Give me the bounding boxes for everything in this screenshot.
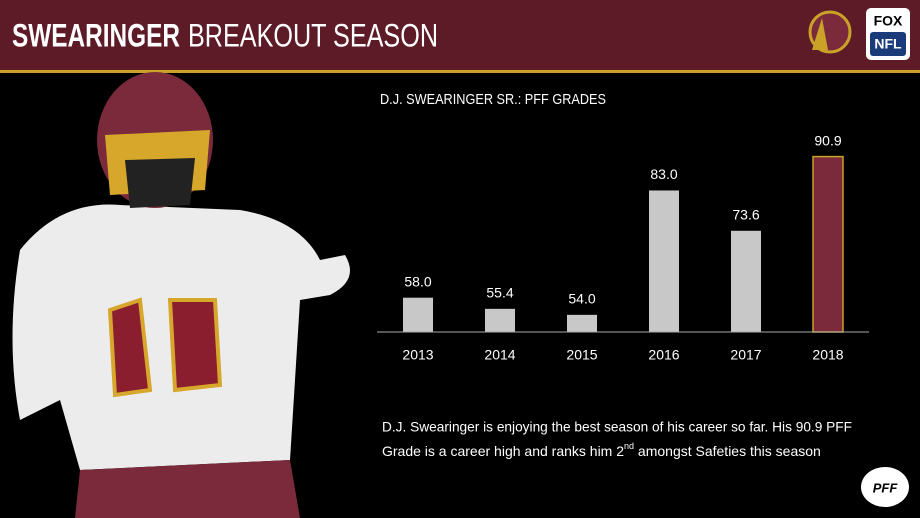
x-tick-label: 2017 [730, 347, 761, 363]
annotation: D.J. Swearinger is enjoying the best sea… [382, 419, 852, 435]
footer-logo: PFF [873, 480, 899, 495]
value-label: 55.4 [486, 285, 513, 301]
footer-logo-badge [861, 467, 909, 507]
annotation-superscript: nd [624, 441, 634, 451]
player-illustration [12, 72, 350, 518]
bar [567, 314, 597, 332]
team-logo [808, 10, 852, 54]
x-tick-label: 2014 [484, 347, 515, 363]
annotation: Grade is a career high and ranks him 2nd… [382, 441, 821, 458]
chart-title: D.J. SWEARINGER SR.: PFF GRADES [380, 91, 606, 108]
bar [649, 190, 679, 332]
bar [485, 308, 515, 332]
x-tick-label: 2013 [402, 347, 433, 363]
value-label: 54.0 [568, 291, 595, 307]
value-label: 90.9 [814, 132, 841, 148]
x-tick-label: 2018 [812, 347, 843, 363]
logo-text: NFL [874, 36, 902, 52]
x-tick-label: 2016 [648, 347, 679, 363]
annotation-part: Grade is a career high and ranks him 2 [382, 443, 624, 459]
annotation-part: amongst Safeties this season [634, 443, 821, 459]
header-rule [0, 70, 920, 73]
header-bar [0, 0, 920, 70]
value-label: 73.6 [732, 206, 759, 222]
logo-text: FOX [874, 13, 903, 29]
x-tick-label: 2015 [566, 347, 597, 363]
logo-badge [870, 32, 906, 56]
title: BREAKOUT SEASON [188, 17, 438, 53]
value-label: 58.0 [404, 273, 431, 289]
bar [403, 297, 433, 332]
title-strong: SWEARINGER [12, 17, 180, 53]
bar [731, 230, 761, 332]
value-label: 83.0 [650, 166, 677, 182]
bar [812, 155, 844, 333]
